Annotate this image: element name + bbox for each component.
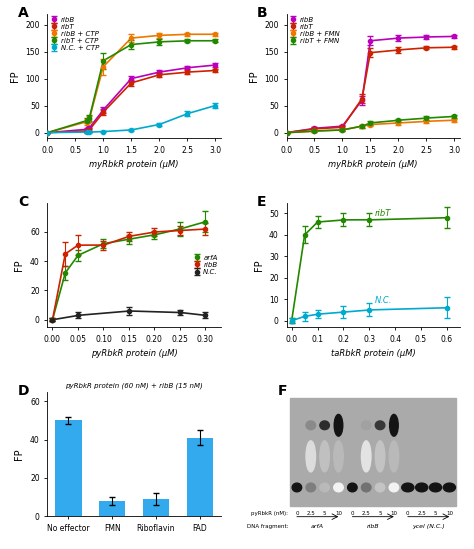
Ellipse shape <box>334 414 343 436</box>
Ellipse shape <box>443 483 456 492</box>
Text: ribT: ribT <box>374 209 391 217</box>
Y-axis label: FP: FP <box>14 448 25 460</box>
Text: 10: 10 <box>446 511 453 516</box>
Bar <box>55 421 82 516</box>
Text: pyRbkR (nM):: pyRbkR (nM): <box>251 511 288 516</box>
X-axis label: pyRbkR protein (μM): pyRbkR protein (μM) <box>91 349 177 358</box>
Legend: arfA, ribB, N.C.: arfA, ribB, N.C. <box>192 254 219 276</box>
X-axis label: myRbkR protein (μM): myRbkR protein (μM) <box>328 160 418 169</box>
Ellipse shape <box>334 483 343 492</box>
Text: F: F <box>278 384 287 398</box>
Bar <box>290 398 456 506</box>
Text: arfA: arfA <box>311 524 324 529</box>
Bar <box>143 499 169 516</box>
Y-axis label: FP: FP <box>14 259 25 271</box>
Ellipse shape <box>306 483 316 492</box>
Text: 5: 5 <box>378 511 382 516</box>
Text: ycel (N.C.): ycel (N.C.) <box>412 524 445 529</box>
Text: B: B <box>257 6 268 20</box>
Ellipse shape <box>375 421 385 430</box>
Text: 5: 5 <box>434 511 438 516</box>
Ellipse shape <box>389 483 399 492</box>
Bar <box>99 501 125 516</box>
Text: C: C <box>18 195 28 209</box>
Y-axis label: FP: FP <box>9 70 20 82</box>
Ellipse shape <box>292 483 301 492</box>
Text: 2.5: 2.5 <box>362 511 371 516</box>
Ellipse shape <box>306 421 316 430</box>
Ellipse shape <box>362 421 371 430</box>
Text: 10: 10 <box>391 511 397 516</box>
Legend: ribB, ribT, ribB + CTP, ribT + CTP, N.C. + CTP: ribB, ribT, ribB + CTP, ribT + CTP, N.C.… <box>49 16 100 52</box>
Text: D: D <box>18 384 29 398</box>
Text: 2.5: 2.5 <box>417 511 426 516</box>
Ellipse shape <box>375 441 385 472</box>
X-axis label: myRbkR protein (μM): myRbkR protein (μM) <box>89 160 179 169</box>
Text: DNA fragment:: DNA fragment: <box>247 524 288 529</box>
X-axis label: taRbkR protein (μM): taRbkR protein (μM) <box>331 349 416 358</box>
Ellipse shape <box>429 483 442 492</box>
Ellipse shape <box>334 441 343 472</box>
Ellipse shape <box>306 441 316 472</box>
Text: E: E <box>257 195 266 209</box>
Text: 10: 10 <box>335 511 342 516</box>
Y-axis label: FP: FP <box>249 70 259 82</box>
Ellipse shape <box>402 483 414 492</box>
Ellipse shape <box>320 441 329 472</box>
Text: 2.5: 2.5 <box>306 511 315 516</box>
Ellipse shape <box>375 483 385 492</box>
Text: 0: 0 <box>406 511 410 516</box>
Ellipse shape <box>362 441 371 472</box>
Text: A: A <box>18 6 29 20</box>
Text: ribB: ribB <box>367 524 380 529</box>
Ellipse shape <box>320 483 329 492</box>
Ellipse shape <box>320 421 329 430</box>
Bar <box>187 438 213 516</box>
Ellipse shape <box>347 483 357 492</box>
Text: N.C.: N.C. <box>374 296 392 305</box>
Ellipse shape <box>390 414 398 436</box>
Legend: ribB, ribT, ribB + FMN, ribT + FMN: ribB, ribT, ribB + FMN, ribT + FMN <box>289 16 340 44</box>
Text: 5: 5 <box>323 511 327 516</box>
Text: 0: 0 <box>295 511 299 516</box>
Ellipse shape <box>416 483 428 492</box>
Text: 0: 0 <box>351 511 354 516</box>
Ellipse shape <box>389 441 399 472</box>
Title: pyRbkR protein (60 nM) + ribB (15 nM): pyRbkR protein (60 nM) + ribB (15 nM) <box>65 383 203 389</box>
Ellipse shape <box>362 483 371 492</box>
Y-axis label: FP: FP <box>254 259 264 271</box>
